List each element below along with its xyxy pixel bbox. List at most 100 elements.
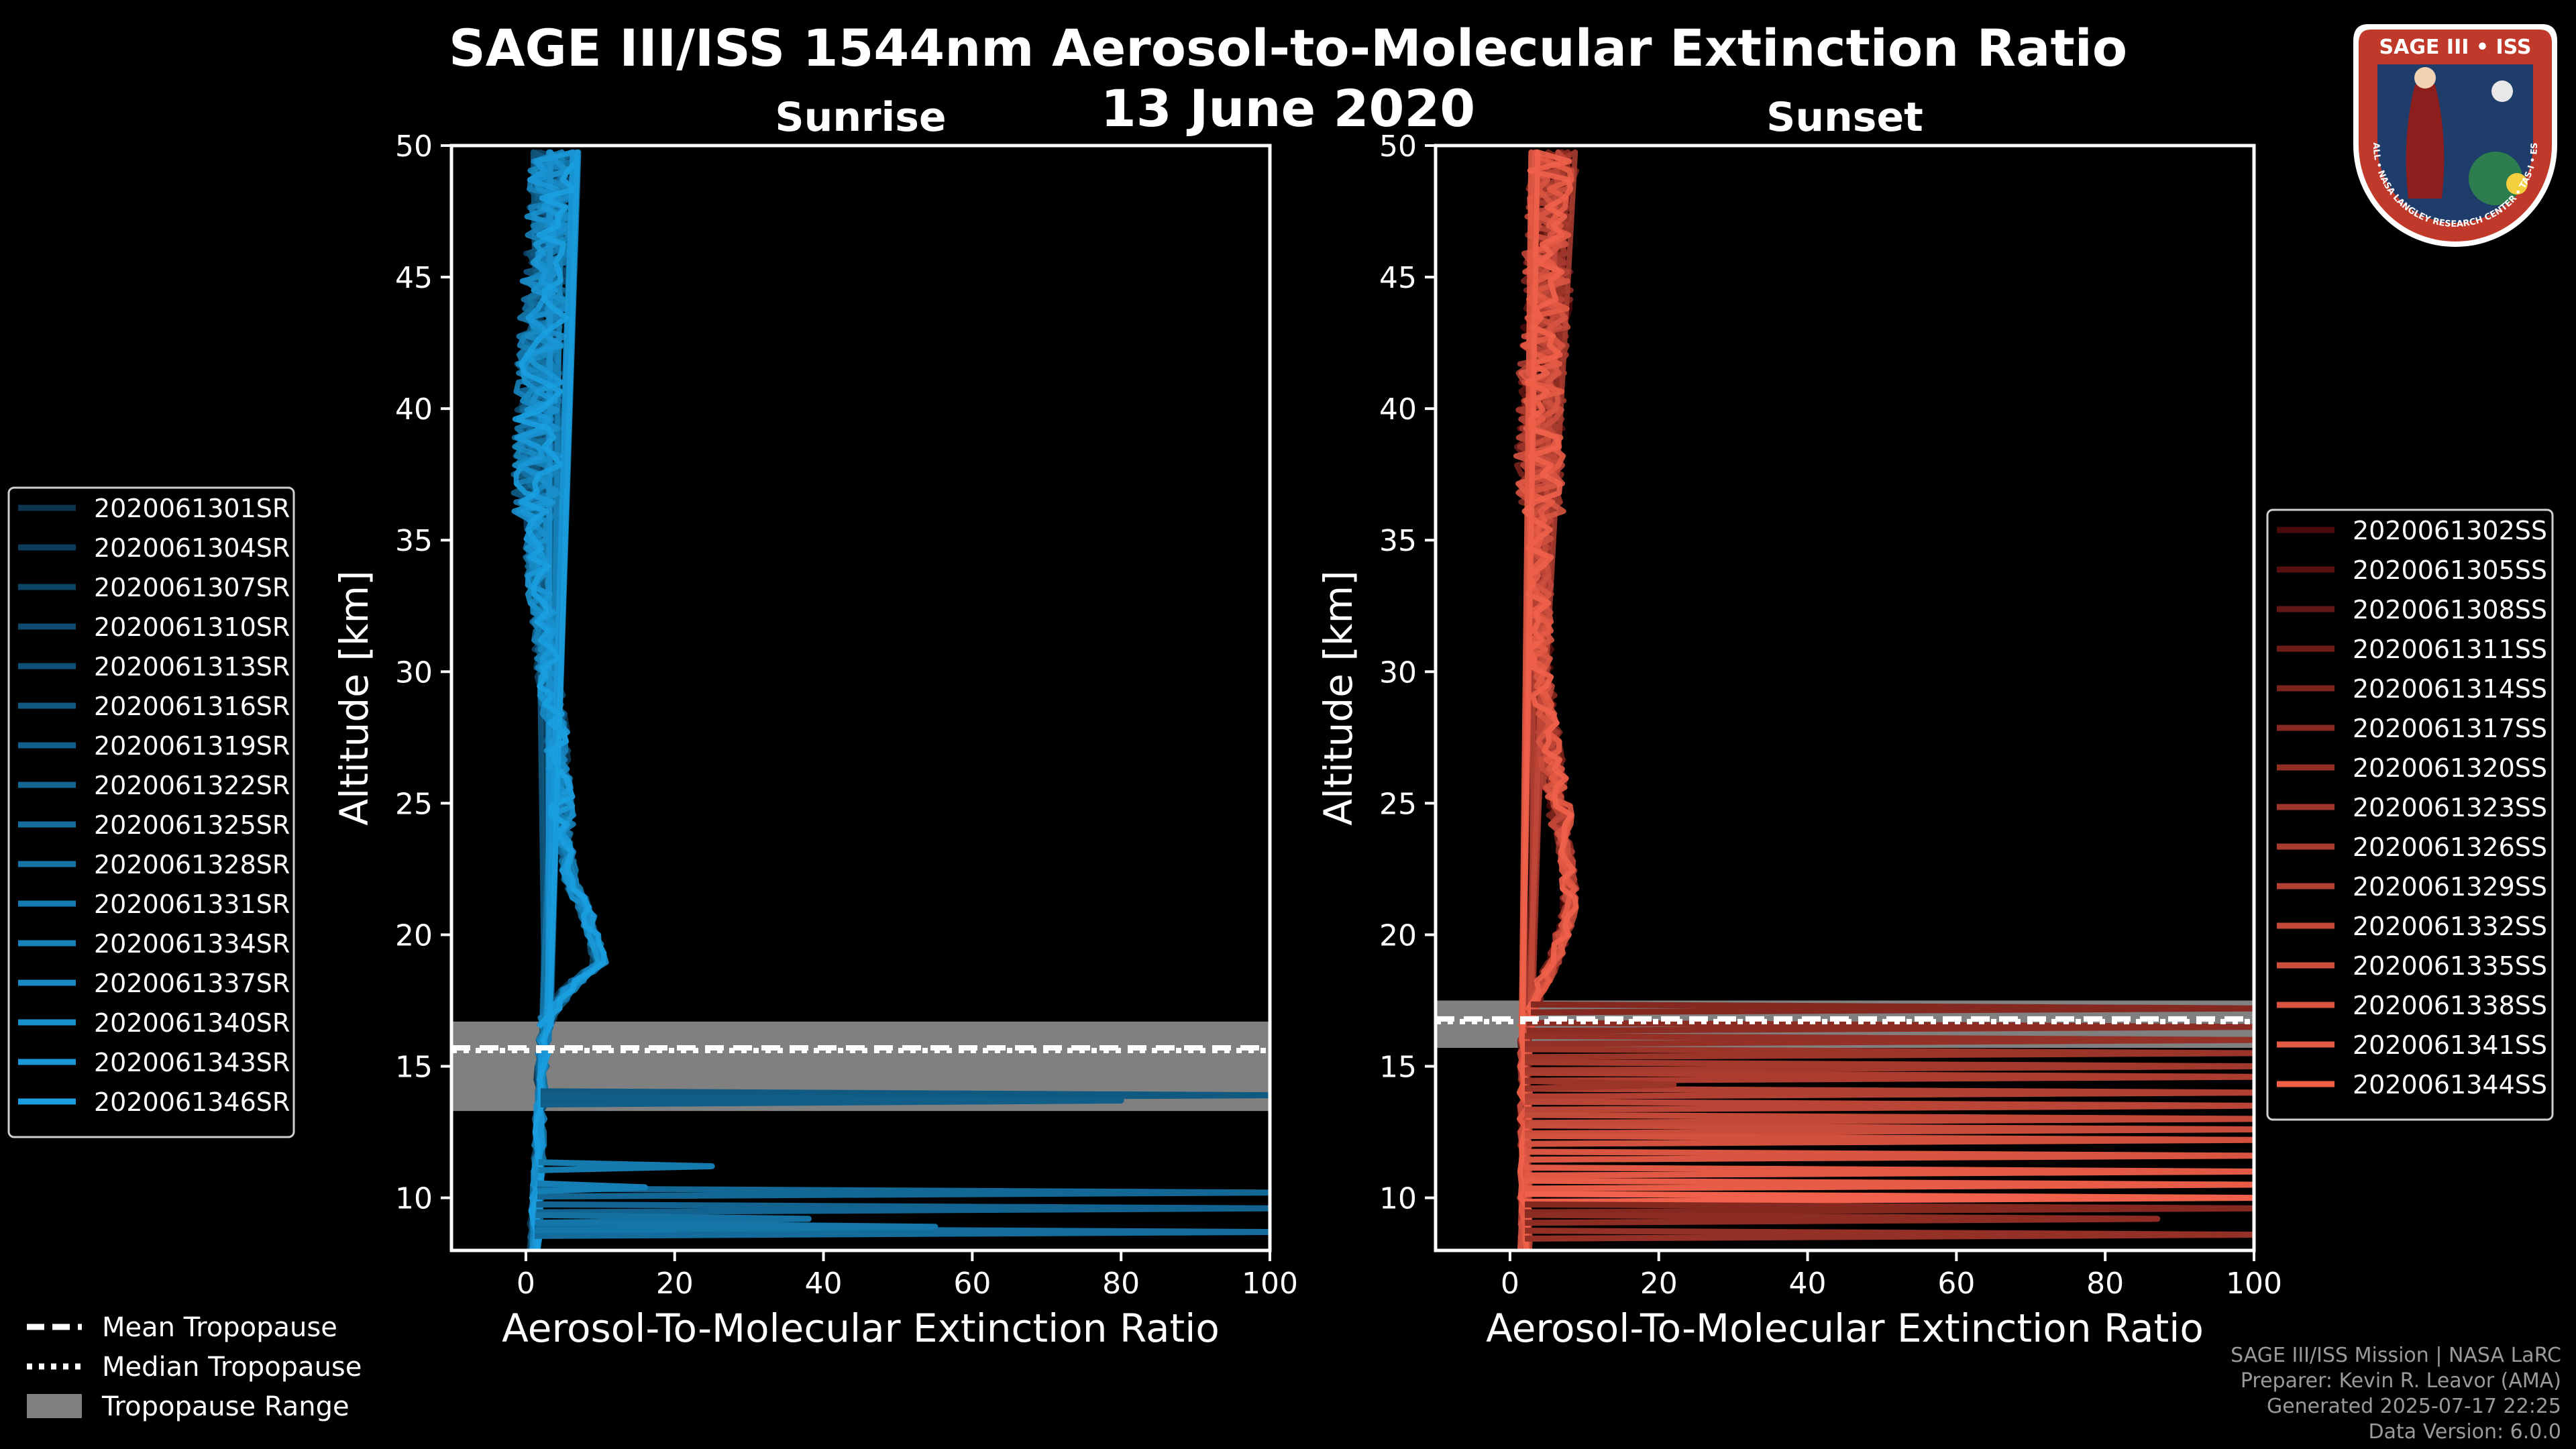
y-tick-label: 20 <box>1379 918 1417 953</box>
profile-excursion <box>1525 1098 2254 1113</box>
legend-entry: 2020061325SR <box>94 810 290 840</box>
legend-entry: 2020061338SS <box>2353 991 2547 1020</box>
profile-excursion <box>1525 1177 2254 1192</box>
x-tick-label: 100 <box>2226 1267 2282 1301</box>
y-tick-label: 40 <box>395 392 433 427</box>
footer-generated: Generated 2025-07-17 22:25 <box>2266 1395 2561 1418</box>
plot-frame <box>449 144 1272 1252</box>
logo-figure-head <box>2414 67 2436 89</box>
profile-excursion <box>1525 1165 2254 1179</box>
x-tick-label: 20 <box>656 1267 694 1301</box>
main-title-line1: SAGE III/ISS 1544nm Aerosol-to-Molecular… <box>448 18 2128 78</box>
panel-title-sunset: Sunset <box>1766 94 1923 141</box>
legend-entry: 2020061341SS <box>2353 1030 2547 1060</box>
profile-excursion <box>1524 1077 1677 1092</box>
legend-entry: 2020061331SR <box>94 890 290 919</box>
profile-excursion <box>1526 1020 2254 1034</box>
profile-excursion <box>537 1180 648 1195</box>
profile-excursion <box>540 1093 1124 1108</box>
sage-iii-iss-logo: SAGE III • ISS BALL • NASA LANGLEY RESEA… <box>2341 11 2557 247</box>
legend-entry: 2020061337SR <box>94 969 290 998</box>
legend-entry: 2020061313SR <box>94 652 290 682</box>
profile-excursion <box>535 1220 938 1234</box>
x-tick-label: 100 <box>1242 1267 1298 1301</box>
y-tick-label: 50 <box>395 129 433 164</box>
y-tick-label: 35 <box>395 524 433 558</box>
profile-excursion <box>1525 1132 2254 1147</box>
legend-entry: 2020061329SS <box>2353 872 2547 902</box>
y-tick-label: 10 <box>1379 1182 1417 1216</box>
x-tick-label: 80 <box>1102 1267 1140 1301</box>
logo-sun <box>2506 173 2528 195</box>
profile-excursion <box>1525 1122 2254 1136</box>
footer-mission: SAGE III/ISS Mission | NASA LaRC <box>2231 1344 2561 1367</box>
legend-entry: 2020061308SS <box>2353 595 2547 625</box>
legend-entry: 2020061328SR <box>94 850 290 879</box>
legend-entry: 2020061304SR <box>94 533 290 563</box>
y-tick-label: 30 <box>395 655 433 690</box>
legend-box <box>2266 508 2554 1121</box>
legend-entry: 2020061346SR <box>94 1087 290 1117</box>
panel-sunrise: 0 20 40 60 80 100 10 15 20 25 30 35 40 45 50 Aerosol-To… <box>331 94 1298 1351</box>
median-tropopause-label: Median Tropopause <box>102 1352 362 1383</box>
x-tick-label: 60 <box>953 1267 991 1301</box>
legend-entry: 2020061319SR <box>94 731 290 761</box>
y-tick-label: 30 <box>1379 655 1417 690</box>
legend-entry: 2020061305SS <box>2353 555 2547 585</box>
y-axis-label: Altitude [km] <box>331 570 377 825</box>
y-tick-label: 15 <box>1379 1051 1417 1085</box>
legend-entry: 2020061316SR <box>94 692 290 721</box>
legend-box <box>7 486 295 1138</box>
logo-earth <box>2469 152 2522 205</box>
y-tick-label: 25 <box>1379 787 1417 821</box>
x-tick-label: 0 <box>517 1267 535 1301</box>
tropopause-legend: Mean Tropopause Median Tropopause Tropopau… <box>27 1312 362 1422</box>
mean-tropopause-label: Mean Tropopause <box>102 1312 337 1343</box>
logo-moon <box>2491 80 2513 102</box>
y-tick-label: 25 <box>395 787 433 821</box>
legend-entry: 2020061322SR <box>94 771 290 800</box>
legend-entry: 2020061317SS <box>2353 714 2547 743</box>
profile-excursion <box>538 1159 715 1173</box>
profile-excursion <box>537 1185 1270 1200</box>
profile-excursion <box>1530 1001 2254 1016</box>
x-tick-label: 20 <box>1640 1267 1678 1301</box>
legend-entry: 2020061323SS <box>2353 793 2547 822</box>
footer-version: Data Version: 6.0.0 <box>2368 1420 2561 1444</box>
tropopause-range-label: Tropopause Range <box>101 1391 350 1422</box>
y-tick-label: 50 <box>1379 129 1417 164</box>
x-tick-label: 80 <box>2086 1267 2124 1301</box>
profile-2020061346SR <box>512 149 607 1250</box>
profile-2020061344SS <box>1517 149 1579 1250</box>
x-tick-label: 60 <box>1937 1267 1975 1301</box>
tropopause-range-swatch <box>27 1394 82 1418</box>
profile-excursion <box>1525 1228 2254 1242</box>
y-tick-label: 10 <box>395 1182 433 1216</box>
legend-entry: 2020061302SS <box>2353 516 2547 545</box>
y-tick-label: 20 <box>395 918 433 953</box>
legend-entry: 2020061307SR <box>94 573 290 602</box>
legend-entry: 2020061343SR <box>94 1048 290 1077</box>
profile-excursion <box>1525 1032 2254 1047</box>
legend-entry: 2020061320SS <box>2353 753 2547 783</box>
profile-excursion <box>536 1201 1270 1216</box>
x-tick-label: 40 <box>1789 1267 1827 1301</box>
footer-preparer: Preparer: Kevin R. Leavor (AMA) <box>2240 1369 2561 1393</box>
legend-sunrise: 2020061301SR 2020061304SR 2020061307SR 2020… <box>7 486 295 1138</box>
plot-area-sunrise <box>451 149 1270 1250</box>
x-tick-label: 0 <box>1501 1267 1519 1301</box>
legend-entry: 2020061326SS <box>2353 833 2547 862</box>
legend-entry: 2020061340SR <box>94 1008 290 1038</box>
profile-excursion <box>1525 1112 2254 1126</box>
legend-entry: 2020061332SS <box>2353 912 2547 941</box>
legend-entry: 2020061334SR <box>94 929 290 959</box>
legend-entry: 2020061335SS <box>2353 951 2547 981</box>
profile-excursion <box>1525 1069 2254 1084</box>
x-axis-label: Aerosol-To-Molecular Extinction Ratio <box>1486 1305 2204 1351</box>
legend-entry: 2020061311SS <box>2353 635 2547 664</box>
profile-excursion <box>1525 1059 2254 1073</box>
y-tick-label: 15 <box>395 1051 433 1085</box>
logo-top-text: SAGE III • ISS <box>2379 36 2532 59</box>
